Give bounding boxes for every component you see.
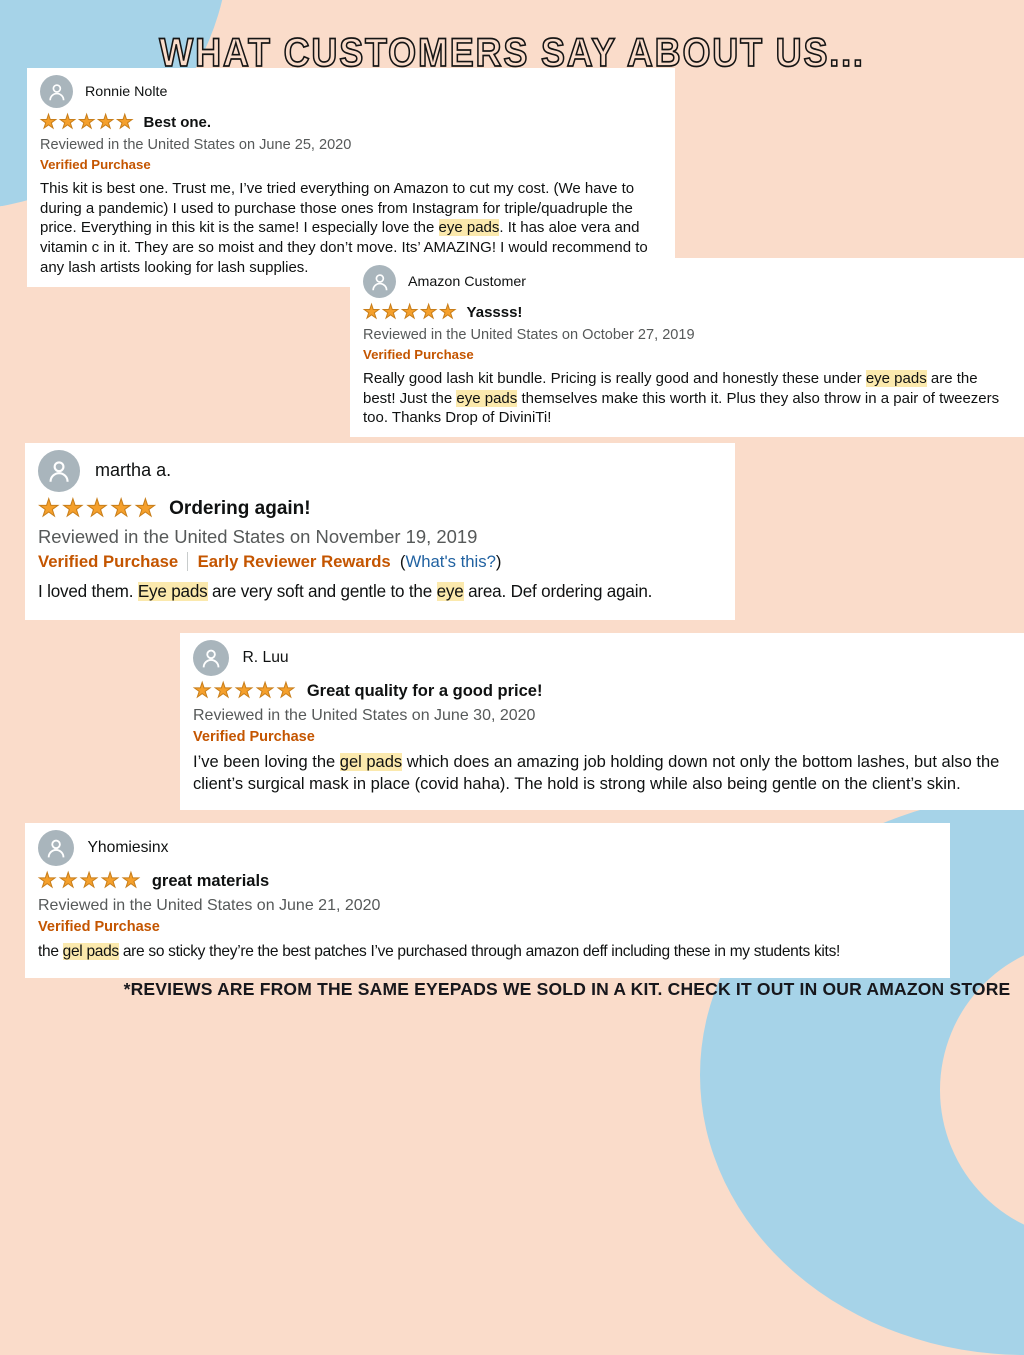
highlighted-term: Eye pads <box>137 581 208 601</box>
review-card: martha a. ★★★★★ Ordering again! Reviewed… <box>25 443 735 620</box>
user-avatar-icon <box>40 75 73 108</box>
badges-row: Verified Purchase <box>38 919 936 935</box>
rating-line: ★★★★★ Yassss! <box>362 301 1010 322</box>
five-star-rating-icon: ★★★★★ <box>362 301 459 322</box>
review-card: Ronnie Nolte ★★★★★ Best one. Reviewed in… <box>27 68 675 287</box>
review-body: the gel pads are so sticky they’re the b… <box>38 942 841 960</box>
badges-row: Verified Purchase <box>193 729 1010 745</box>
early-reviewer-label: Early Reviewer Rewards <box>197 551 391 571</box>
whats-this-wrap: (What's this?) <box>400 552 502 572</box>
reviewer-name: martha a. <box>94 460 172 481</box>
verified-purchase-badge: Verified Purchase <box>363 346 474 362</box>
review-headline: great materials <box>151 872 270 891</box>
reviewer-name: Ronnie Nolte <box>85 83 168 100</box>
rating-line: ★★★★★ Best one. <box>39 111 661 132</box>
reviewer-name: Yhomiesinx <box>87 839 169 857</box>
highlighted-term: eye pads <box>456 389 518 407</box>
highlighted-term: eye pads <box>438 219 500 237</box>
early-reviewer-badge: Early Reviewer Rewards (What's this?) <box>187 552 501 572</box>
whats-this-link[interactable]: What's this? <box>405 551 496 571</box>
verified-purchase-badge: Verified Purchase <box>193 728 315 745</box>
rating-line: ★★★★★ Ordering again! <box>38 494 721 522</box>
reviewer-name: R. Luu <box>242 649 289 667</box>
verified-purchase-badge: Verified Purchase <box>38 551 179 571</box>
user-avatar-icon <box>193 640 230 677</box>
highlighted-term: eye <box>436 581 464 601</box>
user-avatar-icon <box>38 830 75 867</box>
review-body: I loved them. Eye pads are very soft and… <box>38 581 653 601</box>
verified-purchase-badge: Verified Purchase <box>40 156 151 172</box>
verified-purchase-badge: Verified Purchase <box>38 918 160 935</box>
rating-line: ★★★★★ great materials <box>38 869 936 893</box>
review-card: R. Luu ★★★★★ Great quality for a good pr… <box>180 633 1024 810</box>
footnote: *REVIEWS ARE FROM THE SAME EYEPADS WE SO… <box>123 979 1011 999</box>
five-star-rating-icon: ★★★★★ <box>38 869 143 893</box>
user-avatar-icon <box>38 450 80 492</box>
review-body: Really good lash kit bundle. Pricing is … <box>363 369 1000 427</box>
five-star-rating-icon: ★★★★★ <box>39 111 136 132</box>
highlighted-term: gel pads <box>339 752 403 771</box>
badges-row: Verified Purchase <box>40 157 661 172</box>
review-headline: Best one. <box>143 113 212 131</box>
badge-divider <box>187 551 189 572</box>
reviewer-row: Amazon Customer <box>363 265 1010 298</box>
reviewer-row: R. Luu <box>193 640 1010 677</box>
reviewer-row: Yhomiesinx <box>38 830 936 867</box>
five-star-rating-icon: ★★★★★ <box>38 494 159 522</box>
review-headline: Ordering again! <box>169 497 311 519</box>
paren-close: ) <box>495 551 502 571</box>
page-title: WHAT CUSTOMERS SAY ABOUT US... <box>159 30 865 76</box>
rating-line: ★★★★★ Great quality for a good price! <box>193 679 1010 703</box>
highlighted-term: eye pads <box>865 369 927 387</box>
review-headline: Great quality for a good price! <box>306 682 543 701</box>
reviewer-row: martha a. <box>38 450 721 492</box>
review-card: Amazon Customer ★★★★★ Yassss! Reviewed i… <box>350 258 1024 438</box>
review-card: Yhomiesinx ★★★★★ great materials Reviewe… <box>25 823 950 978</box>
reviewer-row: Ronnie Nolte <box>40 75 661 108</box>
review-body: I’ve been loving the gel pads which does… <box>193 752 1000 793</box>
badges-row: Verified Purchase Early Reviewer Rewards… <box>38 552 721 572</box>
review-date: Reviewed in the United States on Novembe… <box>38 525 478 547</box>
review-headline: Yassss! <box>466 303 523 321</box>
review-date: Reviewed in the United States on June 25… <box>40 136 352 153</box>
review-date: Reviewed in the United States on June 30… <box>193 706 536 724</box>
paren-open: ( <box>399 551 406 571</box>
review-date: Reviewed in the United States on October… <box>363 326 695 343</box>
review-date: Reviewed in the United States on June 21… <box>38 896 381 914</box>
reviewer-name: Amazon Customer <box>408 273 527 290</box>
badges-row: Verified Purchase <box>363 347 1010 362</box>
highlighted-term: gel pads <box>62 942 119 960</box>
five-star-rating-icon: ★★★★★ <box>193 679 298 703</box>
review-body: This kit is best one. Trust me, I’ve tri… <box>40 179 648 276</box>
user-avatar-icon <box>363 265 396 298</box>
